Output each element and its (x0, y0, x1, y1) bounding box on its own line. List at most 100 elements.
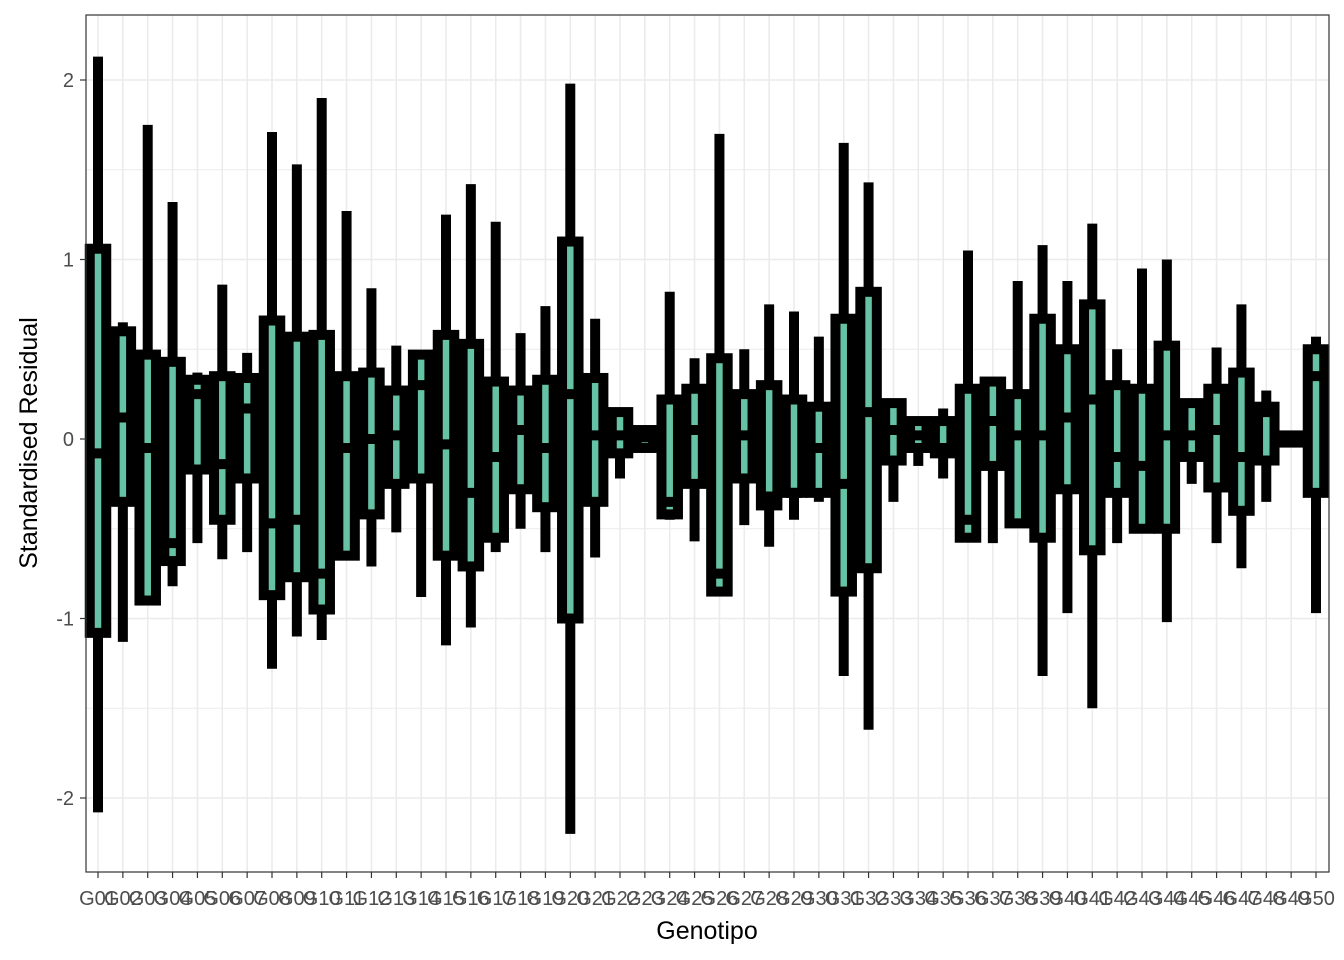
box-body (407, 349, 435, 484)
box-G19 (532, 306, 559, 553)
box-body (507, 385, 534, 495)
y-axis-title: Standardised Residual (15, 317, 43, 569)
box-G24 (656, 291, 683, 520)
box-G03 (134, 124, 161, 606)
box-G08 (258, 132, 286, 669)
box-body (954, 383, 982, 543)
panel-border (85, 14, 1330, 873)
box-G32 (855, 182, 882, 730)
x-tick-label: G04 (154, 888, 192, 910)
x-tick-label: G33 (875, 888, 913, 910)
box-G01 (84, 56, 112, 813)
box-G07 (233, 352, 261, 553)
x-tick-label: G35 (924, 888, 962, 910)
box-body (1029, 313, 1056, 543)
x-tick-label: G16 (452, 888, 490, 910)
x-tick-label: G09 (278, 888, 316, 910)
box-G33 (880, 398, 907, 502)
box-body (557, 236, 584, 624)
box-body (134, 349, 161, 606)
y-tick-label: 2 (63, 70, 74, 92)
x-tick-label: G43 (1123, 888, 1161, 910)
x-tick-label: G46 (1198, 888, 1236, 910)
box-G36 (954, 250, 982, 543)
box-G04 (159, 202, 186, 587)
box-G23 (631, 425, 659, 453)
box-G22 (606, 407, 634, 479)
box-G30 (805, 336, 833, 502)
box-G10 (308, 97, 335, 641)
box-body (780, 394, 808, 498)
x-tick-label: G19 (527, 888, 565, 910)
box-G46 (1203, 347, 1230, 544)
x-tick-label: G42 (1098, 888, 1136, 910)
x-tick-label: G38 (999, 888, 1037, 910)
x-tick-label: G29 (775, 888, 813, 910)
box-body (1253, 401, 1280, 466)
box-G35 (929, 408, 957, 479)
x-tick-label: G15 (427, 888, 465, 910)
box-G47 (1228, 304, 1255, 569)
x-tick-label: G47 (1223, 888, 1261, 910)
box-G25 (681, 358, 708, 542)
box-G02 (109, 322, 137, 642)
box-G27 (731, 349, 758, 526)
box-body (159, 356, 186, 567)
box-body (706, 353, 733, 597)
box-G12 (358, 288, 385, 567)
x-tick-label: G50 (1297, 888, 1335, 910)
box-G11 (333, 211, 360, 561)
x-tick-label: G17 (477, 888, 515, 910)
box-body (1228, 367, 1255, 516)
box-G48 (1253, 390, 1280, 502)
box-G09 (283, 164, 311, 637)
x-tick-label: G37 (974, 888, 1012, 910)
box-G37 (979, 376, 1007, 544)
box-G05 (184, 372, 211, 544)
x-tick-label: G44 (1148, 888, 1186, 910)
x-tick-label: G22 (601, 888, 639, 910)
box-body (681, 383, 708, 489)
box-body (1103, 380, 1131, 498)
x-tick-label: G13 (377, 888, 415, 910)
box-G29 (780, 311, 808, 520)
x-tick-label: G31 (825, 888, 863, 910)
box-body (1178, 398, 1205, 462)
axes: -2 -1 0 1 2 G01G02G03G04G05G06G07G08G09G10G11… (56, 70, 1335, 910)
box-body (333, 371, 360, 561)
box-G18 (507, 333, 534, 529)
x-tick-label: G39 (1024, 888, 1062, 910)
x-tick-label: G23 (626, 888, 664, 910)
box-series (84, 56, 1330, 834)
box-body (1302, 344, 1330, 498)
box-body (258, 315, 286, 601)
box-body (855, 286, 882, 574)
box-body (283, 331, 311, 583)
x-tick-label: G27 (725, 888, 763, 910)
box-G17 (482, 221, 509, 553)
box-G26 (706, 133, 733, 597)
box-body (457, 338, 485, 572)
box-G14 (407, 349, 435, 597)
x-tick-label: G18 (502, 888, 540, 910)
x-tick-label: G10 (303, 888, 341, 910)
box-body (755, 380, 783, 511)
y-tick-label: 0 (63, 429, 74, 451)
x-tick-label: G07 (228, 888, 266, 910)
box-G44 (1153, 259, 1181, 623)
box-G31 (830, 142, 857, 676)
x-tick-label: G40 (1049, 888, 1087, 910)
box-body (1203, 383, 1230, 493)
box-body (1079, 299, 1106, 556)
x-tick-label: G45 (1173, 888, 1211, 910)
box-G13 (383, 345, 410, 533)
x-tick-label: G28 (750, 888, 788, 910)
x-tick-label: G41 (1073, 888, 1111, 910)
box-G38 (1004, 281, 1031, 529)
x-tick-label: G05 (179, 888, 217, 910)
x-axis-title: Genotipo (656, 917, 757, 945)
box-G21 (581, 318, 609, 558)
x-tick-label: G34 (899, 888, 937, 910)
x-tick-label: G02 (104, 888, 142, 910)
